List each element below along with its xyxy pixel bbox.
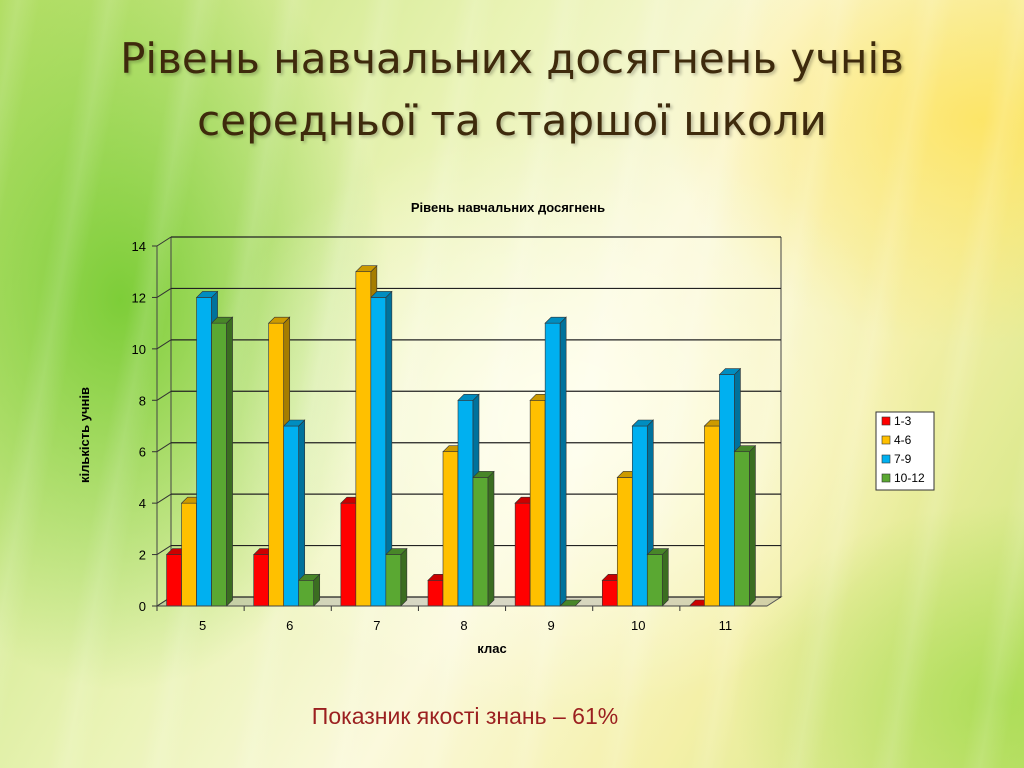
bar-7-9-class-7 (370, 290, 393, 607)
bar-top (718, 368, 742, 375)
x-tick-label: 5 (199, 618, 206, 633)
bar-front (529, 399, 546, 607)
legend-swatch (881, 416, 891, 426)
y-tick-label: 0 (139, 599, 146, 614)
bar-front (181, 502, 197, 607)
bar-top (282, 419, 306, 427)
bar-front (734, 451, 750, 607)
x-tick-label: 9 (548, 618, 555, 633)
bar-front (355, 271, 372, 607)
legend: 1-3 4-6 7-9 10-12 (875, 411, 935, 491)
gridline-diagonal (156, 442, 172, 453)
bar-front (704, 425, 720, 607)
x-axis-label: клас (477, 641, 506, 656)
bar-top (733, 445, 757, 453)
legend-swatch (881, 454, 891, 464)
legend-label: 1-3 (894, 414, 912, 428)
bar-front (427, 579, 444, 607)
bar-side (559, 316, 567, 607)
bar-front (211, 322, 227, 607)
y-tick-label: 10 (132, 342, 146, 357)
quality-indicator-note: Показник якості знань – 61% (311, 703, 619, 729)
x-tick-label: 7 (373, 618, 380, 633)
y-tick-label: 2 (139, 548, 146, 563)
slide-title-line2: середньої та старшої школи (197, 96, 827, 145)
bar-7-9-class-9 (544, 316, 567, 607)
bar-top (544, 316, 567, 324)
bar-10-12-class-8 (472, 470, 495, 607)
bar-10-12-class-5 (210, 316, 234, 607)
bar-front (616, 477, 633, 607)
bar-front (196, 297, 212, 607)
y-tick-label: 8 (139, 393, 146, 408)
bar-front (253, 554, 270, 607)
bar-top (267, 316, 291, 324)
legend-swatch (881, 473, 891, 483)
gridline-diagonal (156, 236, 172, 247)
slide-title: Рівень навчальних досягнень учнів середн… (0, 28, 1024, 152)
gridline-diagonal (156, 545, 172, 555)
bar-front (166, 554, 182, 607)
bar-side (400, 547, 408, 607)
bar-side (749, 444, 756, 607)
bar-front (283, 425, 300, 607)
legend-swatch (881, 435, 891, 445)
bar-top (631, 419, 655, 427)
bar-top (210, 316, 234, 324)
bar-top (355, 265, 378, 273)
bar-front (268, 322, 285, 607)
bar-front (601, 579, 618, 607)
bar-top (370, 291, 393, 298)
bar-10-12-class-10 (646, 547, 670, 607)
bar-front (457, 399, 474, 607)
slide-title-line1: Рівень навчальних досягнень учнів (120, 34, 904, 83)
gridline-diagonal (156, 339, 172, 350)
y-tick-label: 14 (132, 239, 146, 254)
legend-label: 7-9 (894, 452, 912, 466)
bar-top (457, 393, 480, 401)
bar-front (514, 502, 531, 607)
y-tick-label: 4 (139, 496, 146, 511)
bar-top (646, 548, 670, 555)
bar-front (385, 554, 402, 607)
plot-area: 0 2 4 6 8 10 12 14 5 6 7 8 9 10 11 (132, 236, 783, 633)
bar-front (370, 297, 387, 607)
bar-front (340, 502, 357, 607)
bar-front (544, 322, 561, 607)
x-tick-label: 8 (460, 618, 467, 633)
bar-front (472, 477, 489, 607)
bar-top (297, 573, 321, 581)
gridline-diagonal (156, 493, 172, 504)
y-axis-label: кількість учнів (77, 387, 92, 483)
gridline-diagonal (156, 288, 172, 298)
bar-front (298, 579, 315, 607)
y-tick-label: 12 (132, 290, 146, 305)
gridline-diagonal (156, 390, 172, 401)
bar-side (226, 316, 233, 607)
bar-10-12-class-11 (733, 444, 757, 607)
x-tick-label: 11 (719, 618, 733, 633)
bar-10-12-class-6 (297, 573, 321, 607)
bar-top (195, 291, 219, 298)
y-tick-label: 6 (139, 445, 146, 460)
chart-title: Рівень навчальних досягнень (411, 200, 605, 215)
bar-front (631, 425, 648, 607)
bar-front (646, 554, 663, 607)
legend-label: 10-12 (894, 471, 925, 485)
bar-top (385, 548, 408, 555)
bar-side (661, 547, 669, 607)
x-tick-label: 10 (631, 618, 645, 633)
legend-label: 4-6 (894, 433, 912, 447)
bar-10-12-class-7 (385, 547, 408, 607)
bar-side (487, 470, 495, 607)
x-tick-label: 6 (286, 618, 293, 633)
bar-front (442, 451, 459, 607)
bar-top (472, 471, 495, 478)
bar-front (719, 374, 735, 607)
